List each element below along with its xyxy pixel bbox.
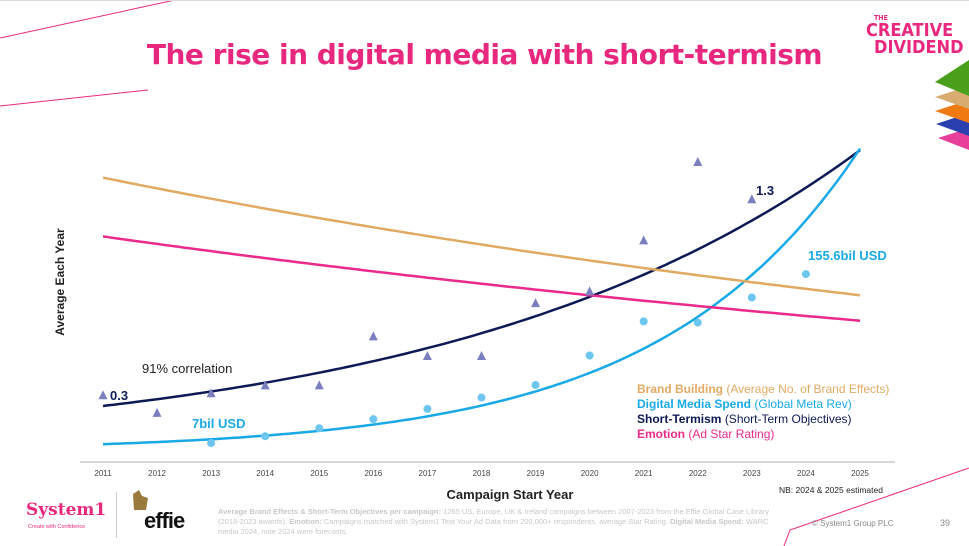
data-point-short-termism (206, 388, 216, 398)
data-point-short-termism (747, 194, 757, 204)
x-tick-label: 2013 (202, 469, 221, 478)
legend-item: Short-Termism (Short-Term Objectives) (637, 412, 852, 426)
data-point-short-termism (152, 407, 162, 417)
data-point-digital-media-spend (585, 351, 594, 360)
x-tick-label: 2024 (797, 469, 815, 478)
x-tick-label: 2014 (256, 469, 275, 478)
dm-start-label: 7bil USD (192, 416, 246, 431)
estimate-note: NB: 2024 & 2025 estimated (779, 485, 883, 495)
data-point-short-termism (639, 235, 649, 245)
data-point-digital-media-spend (801, 270, 810, 279)
trendline-digital-media-spend (102, 147, 862, 446)
trendline-brand-building (102, 176, 861, 297)
system1-logo: System1 (26, 500, 107, 520)
x-tick-label: 2025 (851, 469, 869, 478)
data-point-digital-media-spend (423, 404, 432, 413)
x-tick-label: 2022 (688, 469, 707, 478)
creative-dividend-logo: THE CREATIVE DIVIDEND (866, 14, 964, 58)
data-point-digital-media-spend (693, 318, 702, 327)
copyright: © System1 Group PLC (812, 519, 894, 528)
footnote: Average Brand Effects & Short-Term Objec… (218, 507, 769, 536)
x-tick-label: 2021 (634, 469, 653, 478)
effie-trophy-icon (133, 490, 148, 510)
data-point-digital-media-spend (261, 432, 270, 441)
stacked-blocks-icon (935, 60, 969, 150)
trendline-short-termism (102, 149, 861, 408)
x-tick-label: 2011 (94, 469, 112, 478)
x-axis-label: Campaign Start Year (446, 487, 574, 502)
x-tick-label: 2017 (418, 469, 437, 478)
data-point-digital-media-spend (207, 439, 216, 448)
data-point-short-termism (476, 351, 486, 360)
x-tick-label: 2018 (472, 469, 491, 478)
x-tick-label: 2015 (310, 469, 329, 478)
page-title: The rise in digital media with short-ter… (146, 38, 823, 71)
x-tick-label: 2023 (742, 469, 761, 478)
data-point-digital-media-spend (477, 393, 486, 402)
data-point-digital-media-spend (639, 317, 648, 326)
correlation-label: 91% correlation (142, 361, 233, 376)
data-point-short-termism (368, 331, 378, 341)
st-end-label: 1.3 (756, 183, 775, 198)
legend: Brand Building (Average No. of Brand Eff… (637, 382, 889, 442)
x-tick-label: 2012 (148, 469, 166, 478)
dm-end-label: 155.6bil USD (808, 248, 887, 263)
system1-tagline: Create with Confidence (28, 524, 86, 530)
x-tick-label: 2020 (580, 469, 599, 478)
x-tick-label: 2019 (526, 469, 545, 478)
page-number: 39 (940, 518, 951, 528)
data-point-digital-media-spend (369, 415, 378, 424)
trendline-emotion (102, 235, 861, 322)
legend-item: Emotion (Ad Star Rating) (637, 427, 775, 441)
data-point-digital-media-spend (531, 381, 540, 390)
effie-logo: effie (144, 508, 185, 533)
data-point-digital-media-spend (315, 424, 324, 433)
data-point-short-termism (585, 286, 595, 296)
data-point-short-termism (98, 390, 108, 400)
data-point-short-termism (260, 380, 270, 390)
data-point-digital-media-spend (747, 293, 756, 302)
data-point-short-termism (314, 380, 324, 390)
legend-item: Digital Media Spend (Global Meta Rev) (637, 397, 852, 411)
data-point-short-termism (693, 156, 703, 166)
legend-item: Brand Building (Average No. of Brand Eff… (637, 382, 890, 396)
x-tick-label: 2016 (364, 469, 383, 478)
data-point-short-termism (531, 298, 541, 308)
st-start-label: 0.3 (110, 388, 129, 403)
divider (116, 492, 117, 538)
data-point-short-termism (422, 351, 432, 360)
